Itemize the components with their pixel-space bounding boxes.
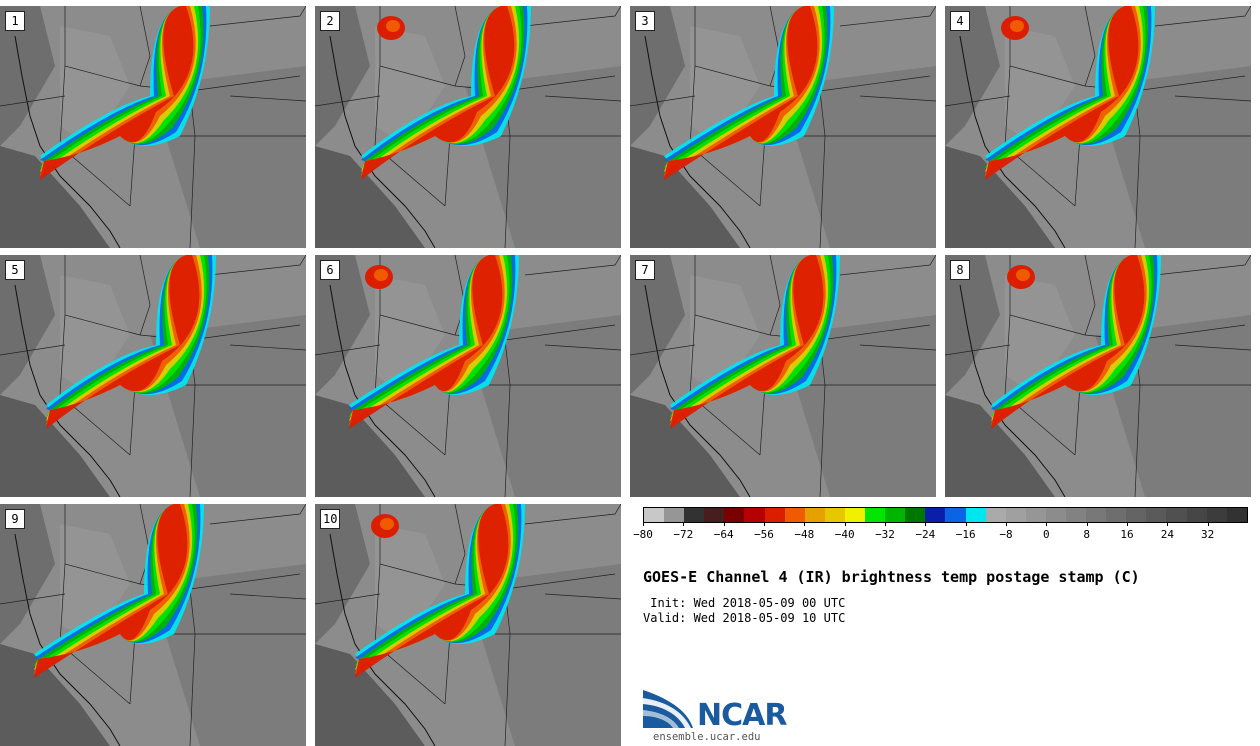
colorbar-swatch — [885, 508, 906, 522]
colorbar-swatch — [965, 508, 986, 522]
colorbar-swatch — [664, 508, 685, 522]
map-panel-5: 5 — [0, 255, 306, 497]
colorbar-swatch — [1126, 508, 1147, 522]
colorbar-tick-mark — [844, 522, 846, 526]
colorbar-swatch — [1065, 508, 1087, 522]
panel-label: 4 — [950, 11, 970, 31]
colorbar-tick-label: 8 — [1083, 528, 1090, 541]
colorbar-tick-mark — [643, 522, 644, 526]
colorbar-tick-label: −8 — [999, 528, 1013, 541]
panel-label: 10 — [320, 509, 341, 529]
colorbar-tick-label: −24 — [915, 528, 936, 541]
colorbar-swatch — [1206, 508, 1227, 522]
colorbar-tick-label: 16 — [1120, 528, 1134, 541]
colorbar-tick-mark — [1167, 522, 1169, 526]
colorbar-swatch — [744, 508, 765, 522]
colorbar-swatch — [905, 508, 926, 522]
colorbar-swatch — [1025, 508, 1046, 522]
panel-label: 1 — [5, 11, 25, 31]
colorbar-swatch — [784, 508, 805, 522]
map-panel-3: 3 — [630, 6, 936, 248]
colorbar-tick-label: 24 — [1160, 528, 1174, 541]
colorbar-swatch — [844, 508, 866, 522]
panel-label: 7 — [635, 260, 655, 280]
figure-title: GOES-E Channel 4 (IR) brightness temp po… — [643, 568, 1140, 586]
colorbar-swatch — [945, 508, 966, 522]
colorbar-swatch — [824, 508, 845, 522]
map-panel-10: 10 — [315, 504, 621, 746]
colorbar-swatch — [1086, 508, 1107, 522]
map-panel-7: 7 — [630, 255, 936, 497]
map-panel-1: 1 — [0, 6, 306, 248]
colorbar-tick-mark — [925, 522, 927, 526]
map-panel-6: 6 — [315, 255, 621, 497]
colorbar-tick-label: −56 — [754, 528, 774, 541]
colorbar-swatch — [1106, 508, 1127, 522]
colorbar-tick-label: −64 — [713, 528, 734, 541]
colorbar — [643, 507, 1248, 523]
colorbar-tick-mark — [1006, 522, 1007, 526]
colorbar-swatch — [644, 508, 665, 522]
panel-label: 6 — [320, 260, 340, 280]
panel-label: 2 — [320, 11, 340, 31]
colorbar-swatch — [684, 508, 705, 522]
map-panel-8: 8 — [945, 255, 1251, 497]
colorbar-tick-label: −80 — [633, 528, 653, 541]
colorbar-swatch — [985, 508, 1006, 522]
colorbar-swatch — [1186, 508, 1207, 522]
logo-wordmark: NCAR — [697, 698, 787, 733]
colorbar-tick-label: −40 — [834, 528, 855, 541]
colorbar-tick-mark — [1086, 522, 1088, 526]
colorbar-swatch — [1226, 508, 1247, 522]
colorbar-tick-mark — [804, 522, 806, 526]
map-panel-4: 4 — [945, 6, 1251, 248]
colorbar-swatch — [804, 508, 825, 522]
colorbar-tick-label: −16 — [955, 528, 976, 541]
map-panel-9: 9 — [0, 504, 306, 746]
colorbar-tick-label: −32 — [875, 528, 895, 541]
map-panel-2: 2 — [315, 6, 621, 248]
panel-label: 9 — [5, 509, 25, 529]
colorbar-swatch — [925, 508, 946, 522]
colorbar-swatch — [724, 508, 745, 522]
logo-url: ensemble.ucar.edu — [653, 731, 761, 743]
colorbar-tick-label: −48 — [794, 528, 815, 541]
colorbar-swatch — [1146, 508, 1167, 522]
colorbar-ticks: −80 −72 −64 −56 −48 −40 −32 −24 −16 −8 0 8 16 24 32 — [633, 522, 1248, 544]
colorbar-tick-mark — [723, 522, 725, 526]
colorbar-swatch — [1045, 508, 1066, 522]
valid-time: Valid: Wed 2018-05-09 10 UTC — [643, 611, 846, 625]
colorbar-tick-mark — [683, 522, 685, 526]
ncar-logo-icon — [643, 690, 693, 728]
colorbar-tick-mark — [1046, 522, 1048, 526]
colorbar-tick-label: −72 — [673, 528, 694, 541]
colorbar-swatch — [1166, 508, 1187, 522]
panel-label: 3 — [635, 11, 655, 31]
colorbar-tick-label: 32 — [1201, 528, 1215, 541]
colorbar-tick-label: 0 — [1043, 528, 1050, 541]
panel-label: 8 — [950, 260, 970, 280]
colorbar-tick-mark — [885, 522, 886, 526]
colorbar-tick-mark — [1127, 522, 1128, 526]
colorbar-tick-mark — [764, 522, 765, 526]
colorbar-swatch — [704, 508, 725, 522]
colorbar-tick-mark — [1207, 522, 1209, 526]
colorbar-swatch — [764, 508, 785, 522]
colorbar-swatch — [865, 508, 886, 522]
init-time: Init: Wed 2018-05-09 00 UTC — [643, 596, 846, 610]
colorbar-swatch — [1005, 508, 1026, 522]
colorbar-tick-mark — [965, 522, 967, 526]
panel-label: 5 — [5, 260, 25, 280]
